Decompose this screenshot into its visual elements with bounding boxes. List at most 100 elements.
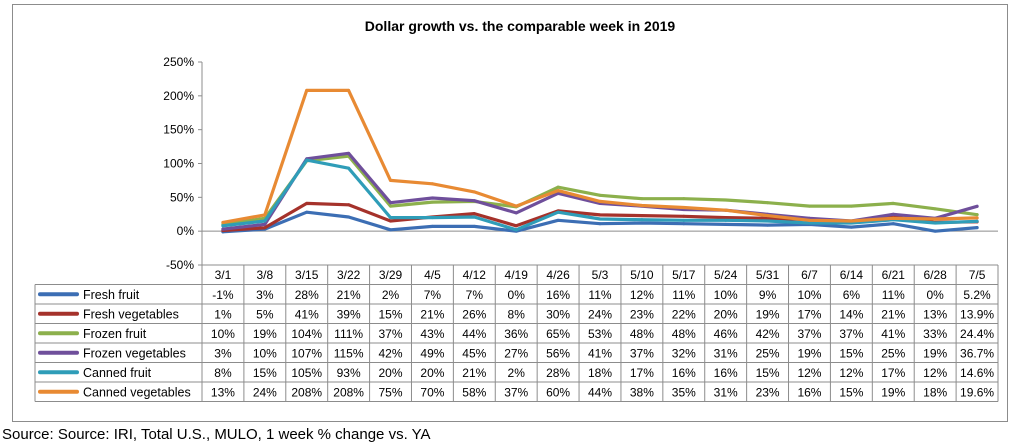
data-table-value: 12% [630,288,654,302]
data-point [975,204,979,208]
data-table-value: 93% [337,366,361,380]
legend-label: Frozen vegetables [83,346,186,360]
data-table-value: 3% [256,288,274,302]
y-tick-label: 100% [163,157,194,171]
data-table-value: 15% [756,366,780,380]
data-point [891,222,895,226]
data-point [640,197,644,201]
data-table-value: 115% [334,346,364,360]
data-point [933,229,937,233]
data-table-value: 26% [462,307,486,321]
data-table-value: 37% [504,385,528,399]
data-table-value: 23% [630,307,654,321]
data-table-value: 43% [420,327,444,341]
data-table-value: 48% [630,327,654,341]
data-table-value: 21% [420,307,444,321]
data-table-value: 19% [253,327,277,341]
data-point [472,215,476,219]
legend-label: Canned fruit [83,366,152,380]
data-table-value: 21% [462,366,486,380]
data-table-value: 8% [214,366,232,380]
data-table-value: 10% [253,346,277,360]
data-table-value: 1% [214,307,232,321]
data-table-value: 44% [588,385,612,399]
data-table-value: 104% [291,327,322,341]
data-point [221,224,225,228]
data-table-value: 56% [546,346,570,360]
y-tick-label: 150% [163,123,194,137]
data-table-value: 9% [759,288,777,302]
data-table-value: 27% [504,346,528,360]
x-category-label: 5/10 [630,268,654,282]
data-point [389,201,393,205]
data-table-value: 36.7% [960,346,994,360]
data-table-value: 107% [291,346,322,360]
data-point [598,193,602,197]
data-table-value: 42% [379,346,403,360]
data-point [472,224,476,228]
data-table-value: 16% [797,385,821,399]
data-point [514,204,518,208]
data-point [849,219,853,223]
data-point [556,185,560,189]
data-table-value: 2% [382,288,400,302]
x-category-label: 5/3 [592,268,609,282]
data-table-value: 25% [881,346,905,360]
data-point [263,213,267,217]
x-category-label: 4/12 [463,268,487,282]
data-point [514,211,518,215]
y-tick-label: 250% [163,55,194,69]
data-table-value: 16% [714,366,738,380]
data-point [347,215,351,219]
data-point [389,178,393,182]
data-table-value: 48% [672,327,696,341]
data-table-value: 11% [672,288,695,302]
data-table-value: 10% [797,288,821,302]
data-point [389,204,393,208]
data-point [682,197,686,201]
data-table-value: 10% [714,288,738,302]
data-point [347,151,351,155]
data-point [682,205,686,209]
data-table-value: 20% [714,307,738,321]
data-table-value: 17% [630,366,654,380]
data-table-value: 37% [630,346,654,360]
data-table-value: 19% [756,307,780,321]
data-table-value: 36% [504,327,528,341]
x-category-label: 6/21 [882,268,906,282]
y-tick-label: 0% [177,224,195,238]
data-table-value: 19% [923,346,947,360]
data-table-value: 49% [420,346,444,360]
data-table-value: 3% [214,346,232,360]
data-point [263,226,267,230]
data-table-value: 46% [714,327,738,341]
data-table-value: 208% [291,385,322,399]
data-point [472,199,476,203]
x-category-label: 6/14 [840,268,864,282]
data-point [305,158,309,162]
data-table-value: 38% [630,385,654,399]
data-table-value: 37% [797,327,821,341]
x-category-label: 3/15 [295,268,319,282]
x-category-label: 3/8 [256,268,273,282]
data-table-value: 11% [882,288,905,302]
line-chart: Dollar growth vs. the comparable week in… [34,18,999,402]
data-point [389,219,393,223]
data-table-value: 30% [546,307,570,321]
data-table-value: 0% [926,288,944,302]
data-point [682,222,686,226]
data-point [766,223,770,227]
legend-label: Canned vegetables [83,385,191,399]
data-table-value: 14% [839,307,863,321]
x-category-label: 3/22 [337,268,361,282]
data-table-value: 15% [839,346,863,360]
data-table-value: 5.2% [963,288,991,302]
data-point [305,210,309,214]
data-point [640,221,644,225]
data-table-value: 21% [337,288,361,302]
data-point [263,222,267,226]
data-point [221,220,225,224]
x-category-label: 4/5 [424,268,441,282]
data-table-value: 23% [756,385,780,399]
data-table-value: 19% [797,346,821,360]
